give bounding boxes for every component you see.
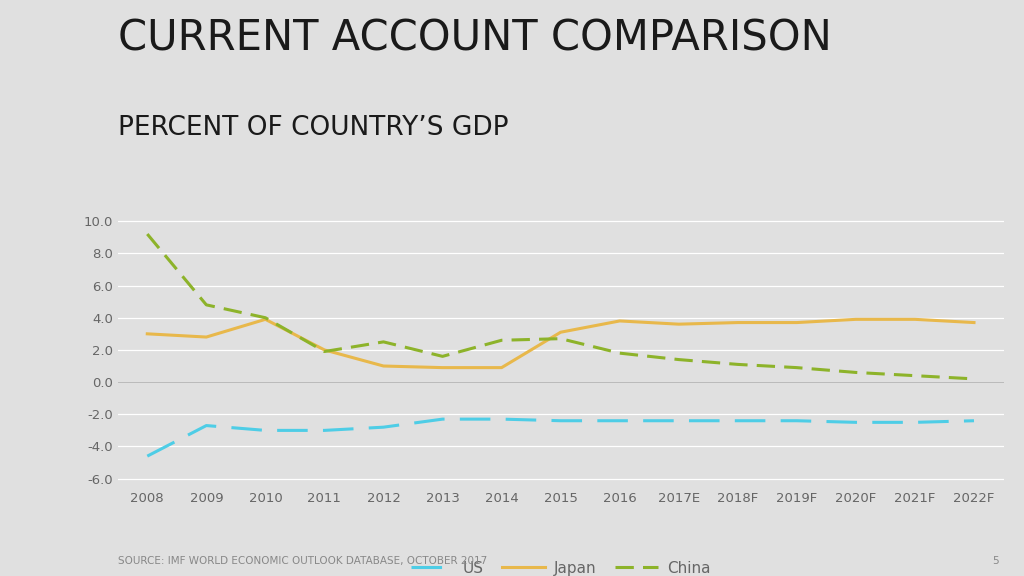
Japan xyxy=(436,364,449,371)
Japan xyxy=(555,329,567,336)
China xyxy=(791,364,803,371)
Japan xyxy=(377,362,389,369)
China xyxy=(259,314,271,321)
China xyxy=(731,361,743,368)
US xyxy=(555,417,567,424)
US xyxy=(613,417,626,424)
China xyxy=(555,335,567,342)
US xyxy=(850,419,862,426)
US xyxy=(259,427,271,434)
Text: SOURCE: IMF WORLD ECONOMIC OUTLOOK DATABASE, OCTOBER 2017: SOURCE: IMF WORLD ECONOMIC OUTLOOK DATAB… xyxy=(118,556,487,566)
Legend: US, Japan, China: US, Japan, China xyxy=(404,555,717,576)
China xyxy=(613,350,626,357)
China xyxy=(850,369,862,376)
US xyxy=(731,417,743,424)
Text: CURRENT ACCOUNT COMPARISON: CURRENT ACCOUNT COMPARISON xyxy=(118,17,831,59)
Japan xyxy=(318,347,331,354)
Text: PERCENT OF COUNTRY’S GDP: PERCENT OF COUNTRY’S GDP xyxy=(118,115,508,141)
Japan xyxy=(201,334,213,340)
Japan xyxy=(968,319,980,326)
China xyxy=(201,301,213,308)
Japan xyxy=(791,319,803,326)
US xyxy=(909,419,922,426)
Japan xyxy=(850,316,862,323)
China xyxy=(141,230,154,237)
Japan xyxy=(909,316,922,323)
Line: China: China xyxy=(147,234,974,379)
China xyxy=(318,348,331,355)
China xyxy=(436,353,449,360)
US xyxy=(318,427,331,434)
Japan xyxy=(673,321,685,328)
US xyxy=(673,417,685,424)
US xyxy=(201,422,213,429)
China xyxy=(909,372,922,379)
China xyxy=(496,337,508,344)
Japan xyxy=(259,316,271,323)
Japan xyxy=(731,319,743,326)
Japan xyxy=(613,317,626,324)
Japan xyxy=(496,364,508,371)
Line: Japan: Japan xyxy=(147,319,974,367)
Line: US: US xyxy=(147,419,974,456)
US xyxy=(436,416,449,423)
US xyxy=(141,453,154,460)
China xyxy=(377,339,389,346)
China xyxy=(968,376,980,382)
China xyxy=(673,356,685,363)
US xyxy=(968,417,980,424)
Japan xyxy=(141,331,154,338)
US xyxy=(791,417,803,424)
Text: 5: 5 xyxy=(992,556,998,566)
US xyxy=(377,424,389,431)
US xyxy=(496,416,508,423)
